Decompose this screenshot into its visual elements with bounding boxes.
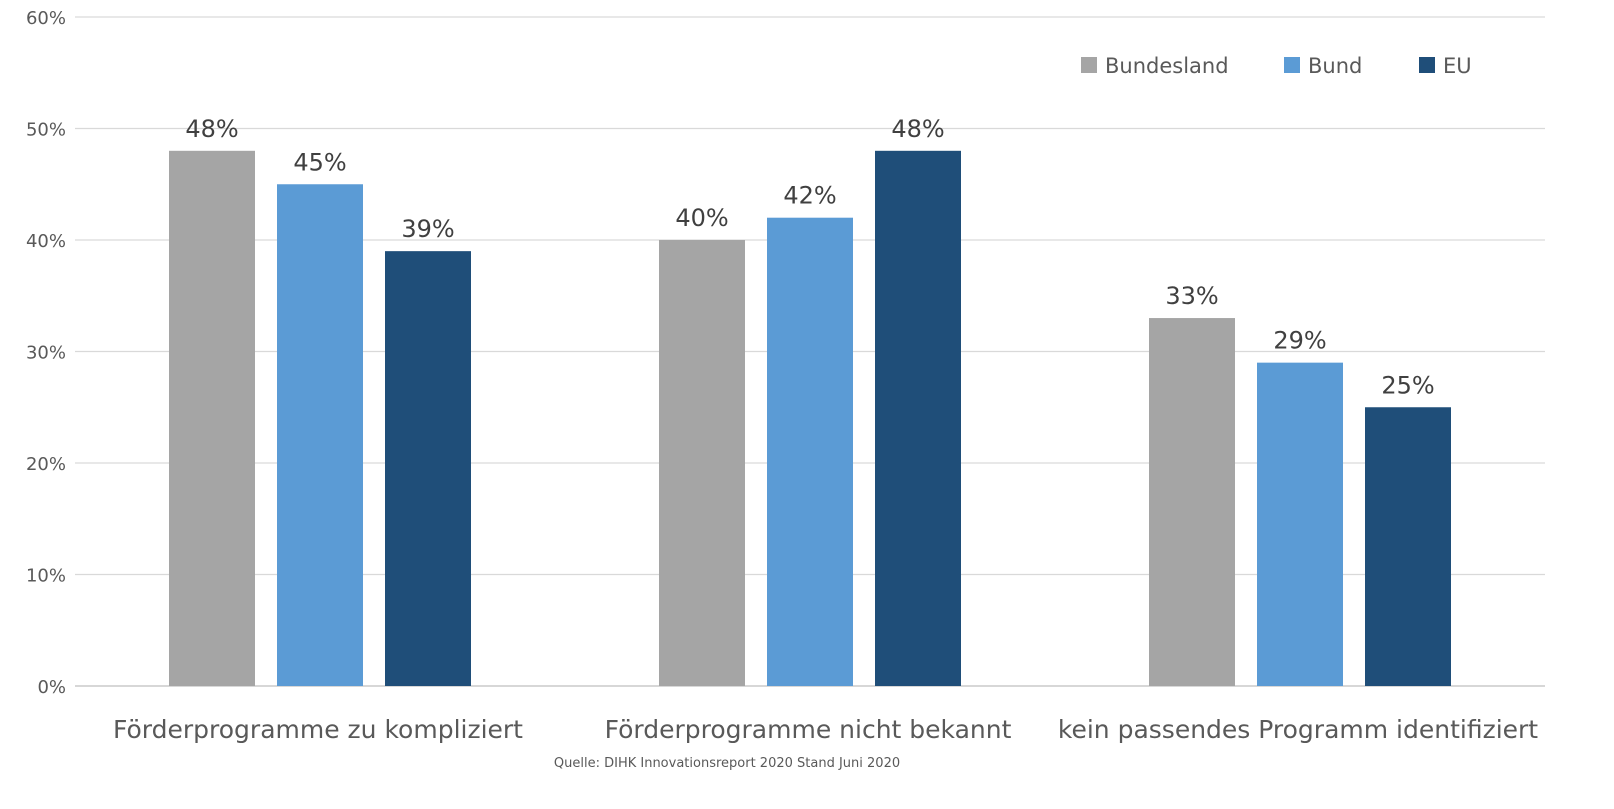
- data-label: 42%: [783, 182, 836, 210]
- source-note: Quelle: DIHK Innovationsreport 2020 Stan…: [554, 756, 900, 771]
- y-tick-label: 30%: [26, 343, 66, 364]
- bar-eu: [385, 251, 471, 686]
- data-label: 33%: [1165, 282, 1218, 310]
- bar-bund: [277, 184, 363, 686]
- legend: Bundesland Bund EU: [1081, 54, 1472, 78]
- bar-bundesland: [659, 240, 745, 686]
- data-label: 29%: [1273, 327, 1326, 355]
- legend-label: Bundesland: [1105, 54, 1229, 78]
- bar-bund: [1257, 362, 1343, 686]
- data-labels: 48% 45% 39% 40% 42% 48% 33% 29% 25%: [185, 115, 1434, 399]
- data-label: 40%: [675, 204, 728, 232]
- data-label: 48%: [891, 115, 944, 143]
- y-tick-label: 60%: [26, 8, 66, 29]
- y-tick-label: 10%: [26, 566, 66, 587]
- y-axis-ticks: 0% 10% 20% 30% 40% 50% 60%: [26, 8, 66, 698]
- legend-swatch-eu: [1419, 57, 1435, 73]
- y-tick-label: 50%: [26, 120, 66, 141]
- bar-bund: [767, 217, 853, 686]
- category-label: kein passendes Programm identifiziert: [1058, 715, 1538, 744]
- legend-label: EU: [1443, 54, 1472, 78]
- data-label: 25%: [1381, 371, 1434, 399]
- bar-bundesland: [1149, 318, 1235, 686]
- category-label: Förderprogramme nicht bekannt: [605, 715, 1012, 744]
- bars: [169, 150, 1451, 687]
- bar-eu: [1365, 407, 1451, 686]
- y-tick-label: 0%: [37, 677, 66, 698]
- legend-swatch-bundesland: [1081, 57, 1097, 73]
- category-labels: Förderprogramme zu kompliziert Förderprog…: [113, 715, 1538, 744]
- legend-swatch-bund: [1284, 57, 1300, 73]
- data-label: 39%: [401, 215, 454, 243]
- data-label: 45%: [293, 148, 346, 176]
- bar-bundesland: [169, 150, 255, 687]
- y-tick-label: 20%: [26, 454, 66, 475]
- legend-label: Bund: [1308, 54, 1362, 78]
- y-tick-label: 40%: [26, 231, 66, 252]
- bar-eu: [875, 150, 961, 687]
- data-label: 48%: [185, 115, 238, 143]
- category-label: Förderprogramme zu kompliziert: [113, 715, 523, 744]
